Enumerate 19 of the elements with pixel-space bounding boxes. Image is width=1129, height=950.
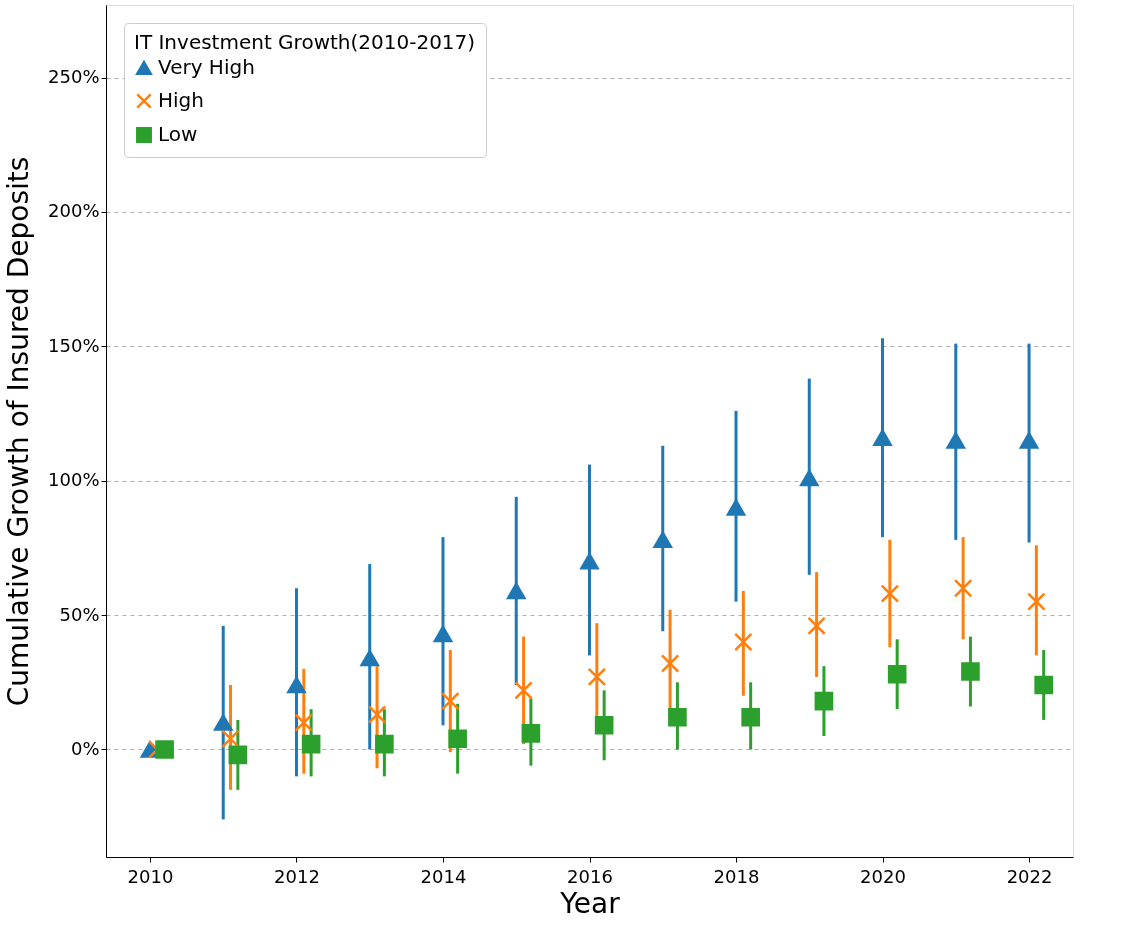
x-tick-label: 2014 (420, 865, 467, 887)
x-tick-label: 2020 (860, 865, 906, 887)
y-tick-label: 200% (48, 200, 100, 222)
y-tick-label: 150% (48, 334, 100, 356)
x-tick-label: 2018 (713, 865, 760, 887)
x-tick-label: 2010 (127, 865, 174, 887)
legend-label: Very High (158, 55, 255, 79)
y-tick-label: 100% (48, 469, 100, 491)
y-tick-label: 250% (48, 66, 100, 88)
x-tick-label: 2022 (1006, 865, 1053, 887)
x-axis-title: Year (559, 886, 621, 920)
y-tick-label: 50% (59, 603, 100, 625)
x-tick-label: 2012 (274, 865, 320, 887)
y-axis-title: Cumulative Growth of Insured Deposits (2, 156, 36, 707)
legend-label: High (158, 88, 204, 112)
legend-label: Low (158, 122, 198, 146)
y-tick-label: 0% (70, 737, 100, 759)
x-tick-label: 2016 (567, 865, 613, 887)
legend-title: IT Investment Growth(2010-2017) (134, 30, 476, 54)
